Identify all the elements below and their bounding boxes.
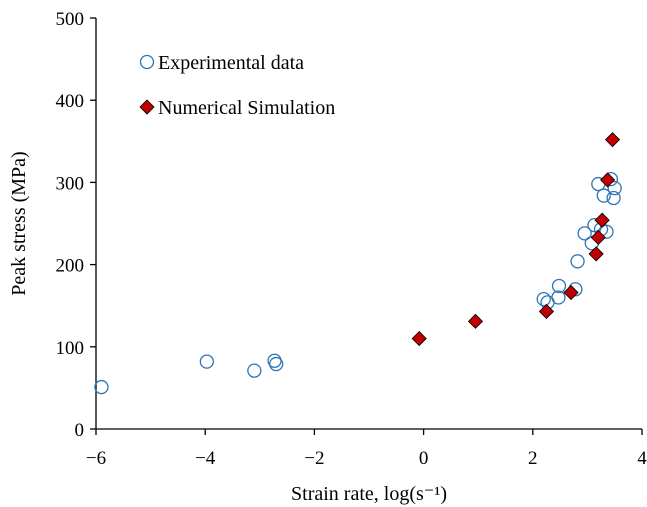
x-tick-label: −4 (195, 448, 216, 469)
y-axis-title: Peak stress (MPa) (8, 151, 30, 295)
y-tick-label: 400 (56, 91, 85, 112)
simulation-data-point (600, 172, 616, 188)
y-tick-label: 500 (56, 9, 85, 30)
experimental-data-point (199, 354, 214, 369)
x-axis-title: Strain rate, log(s⁻¹) (291, 483, 447, 505)
legend-marker-circle (139, 54, 155, 70)
axes: −6 −4 −2 0 2 4 0 100 200 300 400 500 (56, 9, 647, 469)
experimental-data-point (606, 190, 621, 206)
y-ticks: 0 100 200 300 400 500 (56, 9, 96, 441)
x-tick-label: 2 (528, 448, 538, 469)
y-tick-label: 0 (75, 420, 85, 441)
simulation-data-point (594, 212, 610, 228)
simulation-data-point (588, 246, 604, 262)
legend-item-experimental: Experimental data (139, 52, 304, 74)
experimental-data-point (596, 188, 611, 203)
x-tick-label: 0 (419, 448, 429, 469)
experimental-data-point (94, 379, 109, 395)
legend-label-simulation: Numerical Simulation (158, 97, 335, 119)
simulation-data-point (411, 331, 427, 347)
data-points (94, 132, 622, 395)
simulation-data-point (538, 303, 555, 320)
experimental-data-point (551, 278, 567, 294)
experimental-data-point (551, 290, 566, 305)
legend: Experimental data Numerical Simulation (139, 52, 335, 119)
experimental-data-point (536, 291, 551, 307)
experimental-data-point (247, 363, 262, 378)
legend-item-simulation: Numerical Simulation (139, 97, 335, 119)
experimental-data-point (269, 356, 284, 372)
experimental-data-point (607, 181, 622, 196)
x-tick-label: −6 (86, 448, 106, 469)
x-ticks: −6 −4 −2 0 2 4 (86, 429, 647, 469)
legend-label-experimental: Experimental data (158, 52, 304, 74)
simulation-data-point (604, 132, 621, 148)
x-tick-label: −2 (304, 448, 324, 469)
y-tick-label: 200 (56, 256, 85, 277)
simulation-data-point (467, 313, 484, 329)
legend-marker-diamond (139, 99, 155, 115)
x-tick-label: 4 (637, 448, 647, 469)
experimental-data-point (570, 254, 585, 269)
experimental-data-point (577, 226, 592, 241)
y-tick-label: 300 (56, 173, 85, 194)
y-tick-label: 100 (56, 338, 85, 359)
simulation-data-point (563, 284, 579, 301)
simulation-data-point (590, 229, 606, 246)
